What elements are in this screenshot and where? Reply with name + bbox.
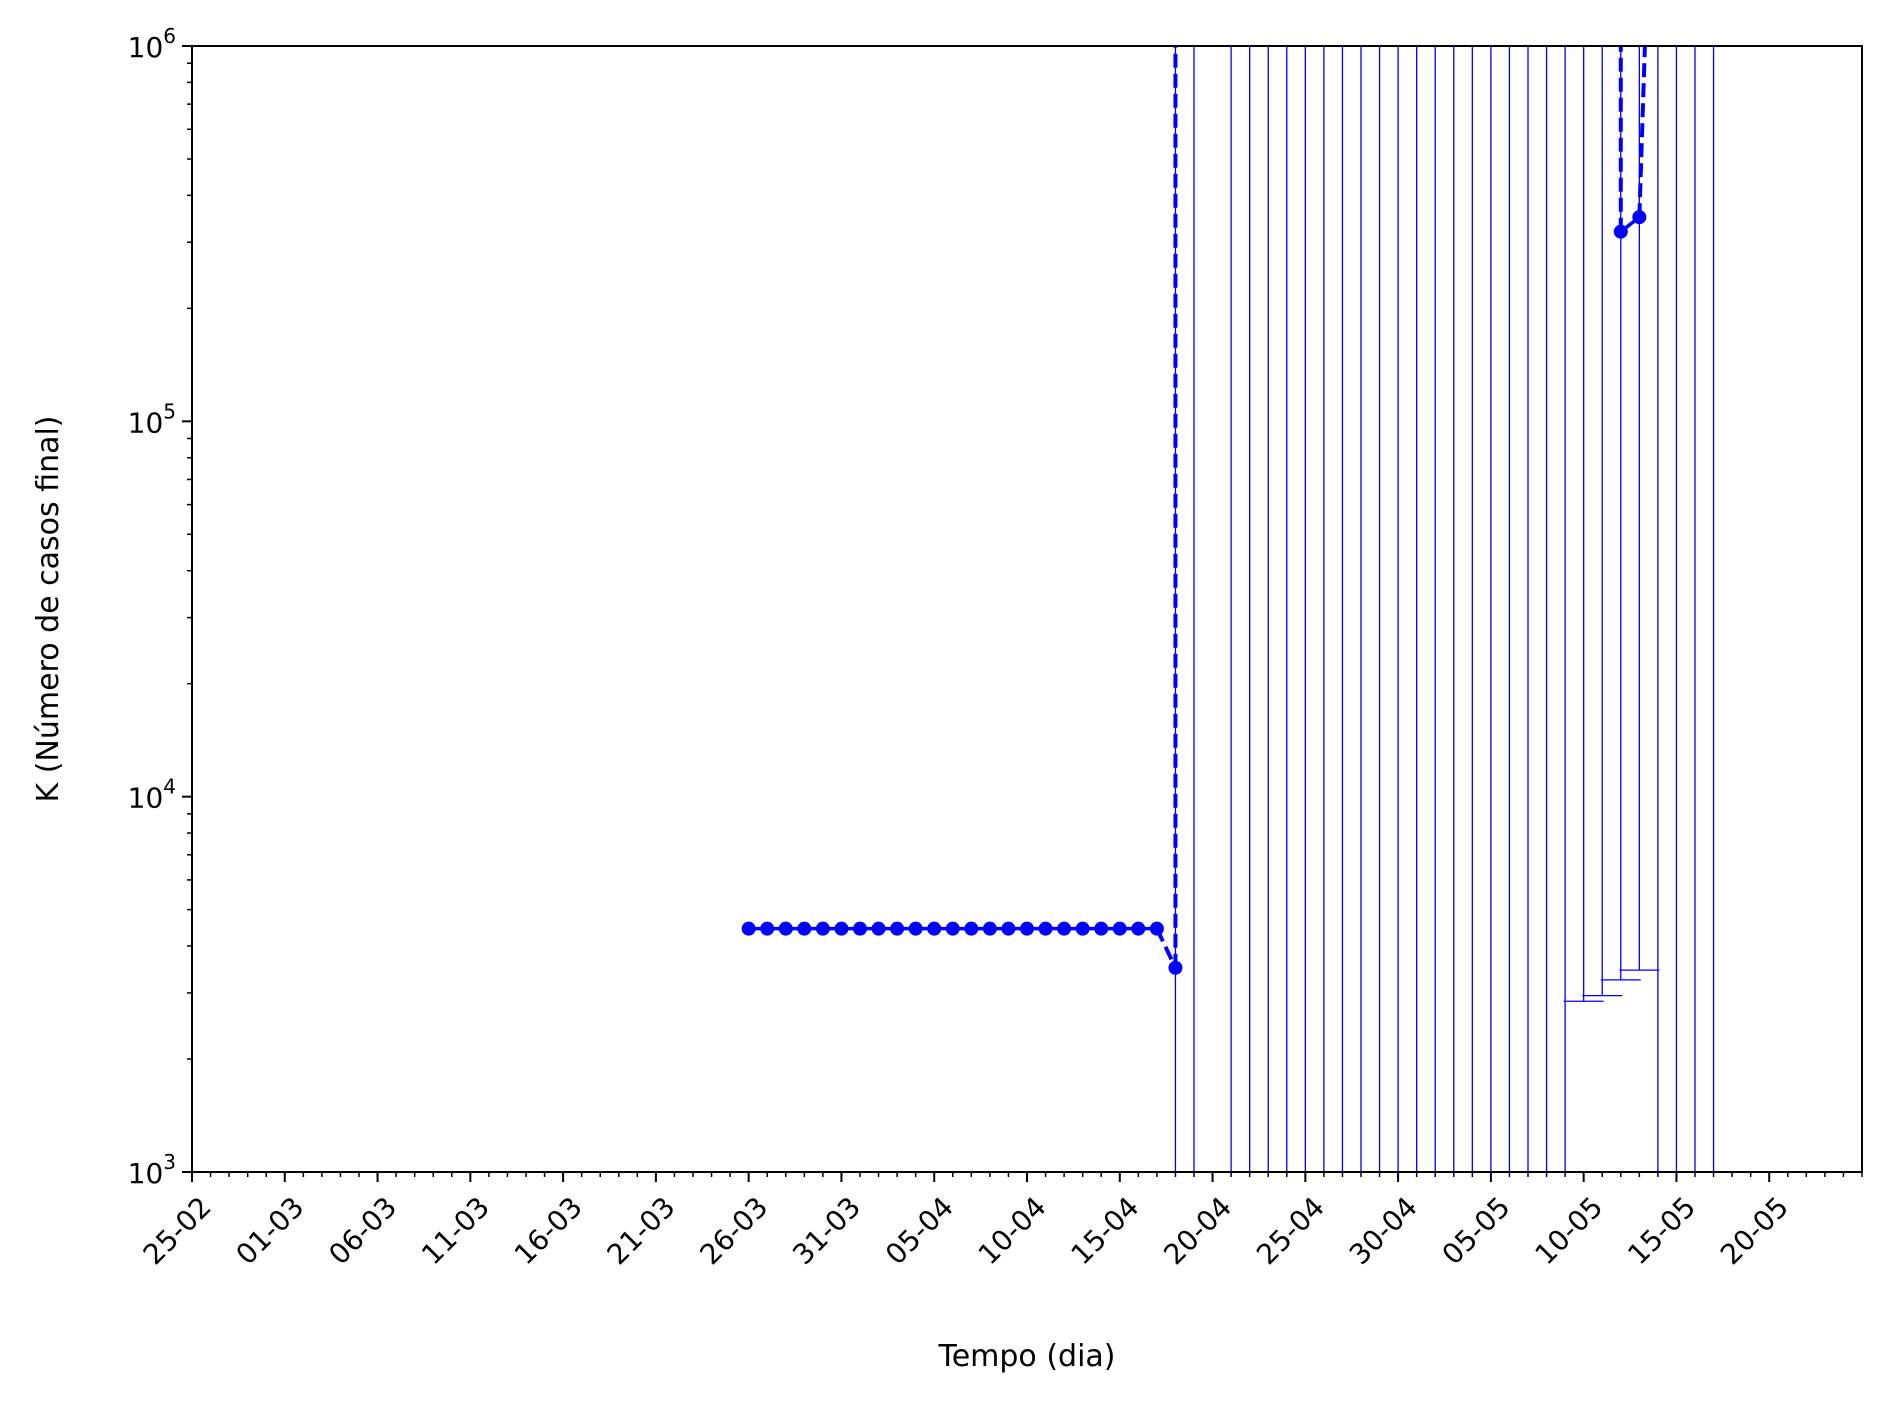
y-tick-label: 105 — [128, 399, 176, 439]
data-point — [1057, 921, 1072, 936]
data-point — [741, 921, 756, 936]
data-points — [741, 210, 1647, 975]
dashed-connectors — [1155, 46, 1647, 969]
data-point — [945, 921, 960, 936]
dashed-connector — [1637, 46, 1647, 218]
data-point — [778, 921, 793, 936]
data-point — [1632, 210, 1647, 225]
error-bars — [1174, 46, 1715, 1172]
data-point — [890, 921, 905, 936]
data-point — [760, 921, 775, 936]
data-point — [797, 921, 812, 936]
data-point — [834, 921, 849, 936]
data-point — [927, 921, 942, 936]
data-point — [1613, 224, 1628, 239]
x-axis-title: Tempo (dia) — [937, 1339, 1115, 1374]
data-point — [1038, 921, 1053, 936]
data-point — [908, 921, 923, 936]
y-axis-title: K (Número de casos final) — [31, 415, 66, 802]
y-axis: 103 104 105 106 — [128, 24, 192, 1190]
y-tick-label: 106 — [128, 24, 176, 64]
data-point — [1168, 960, 1183, 975]
y-tick-label: 104 — [128, 775, 176, 815]
data-point — [1001, 921, 1016, 936]
y-tick-label: 103 — [128, 1150, 176, 1190]
data-point — [1112, 921, 1127, 936]
data-point — [982, 921, 997, 936]
data-point — [1131, 921, 1146, 936]
dashed-connector — [1155, 927, 1178, 969]
data-point — [1075, 921, 1090, 936]
data-point — [1020, 921, 1034, 936]
data-point — [815, 921, 830, 936]
data-point — [853, 921, 867, 936]
data-point — [964, 921, 979, 936]
data-point — [1149, 921, 1164, 936]
data-point — [871, 921, 886, 936]
data-point — [1094, 921, 1109, 936]
